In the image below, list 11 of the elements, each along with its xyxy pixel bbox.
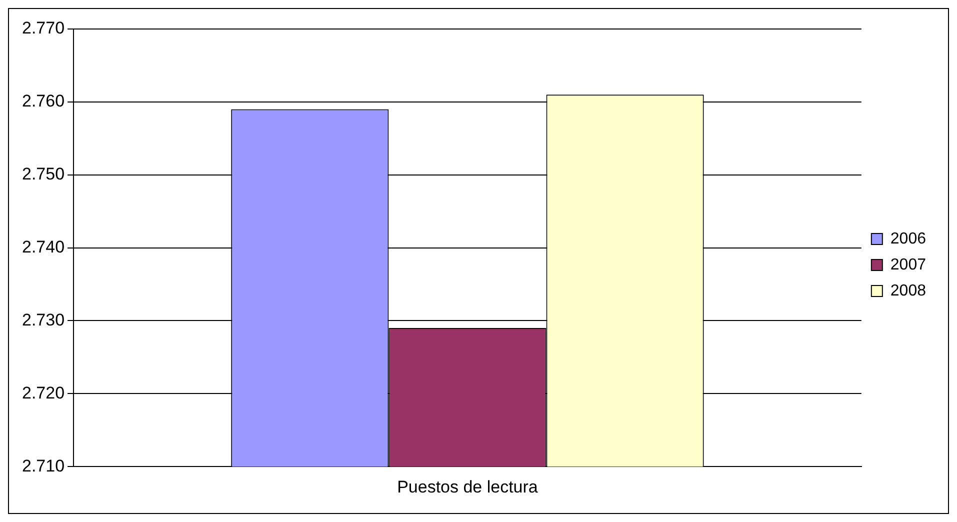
y-tick-label: 2.740 (22, 237, 65, 256)
y-tick-label: 2.710 (22, 456, 65, 476)
x-tick-label: Puestos de lectura (397, 477, 538, 496)
y-tick-label: 2.760 (22, 92, 65, 111)
legend-label: 2008 (890, 282, 926, 300)
y-tick-label: 2.730 (22, 310, 65, 330)
legend-label: 2006 (890, 230, 926, 248)
y-tick-label: 2.770 (22, 18, 65, 38)
y-tick-label: 2.720 (22, 383, 65, 402)
legend-label: 2007 (890, 256, 926, 274)
y-tick-label: 2.750 (22, 164, 65, 184)
